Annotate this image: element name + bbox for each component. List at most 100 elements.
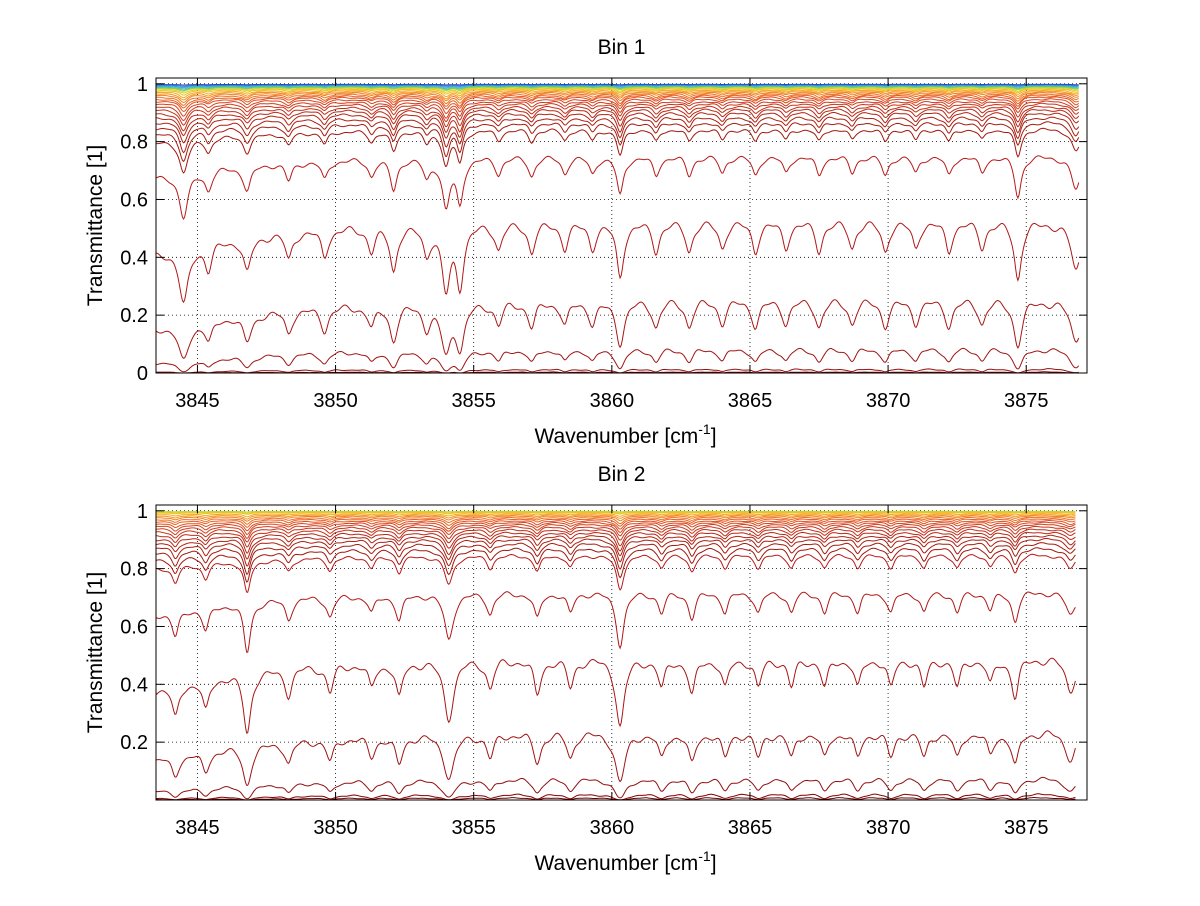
y-tick-label: 0.8 bbox=[120, 559, 148, 581]
series-line bbox=[155, 112, 1080, 144]
series-line bbox=[155, 553, 1076, 593]
y-tick-label: 0.2 bbox=[120, 305, 148, 327]
x-axis-label-text: Wavenumber [cm bbox=[534, 425, 698, 448]
series-line bbox=[156, 512, 1076, 515]
series-line bbox=[156, 85, 1079, 89]
series-line bbox=[156, 83, 1079, 86]
series-line bbox=[156, 84, 1079, 87]
series-line bbox=[155, 793, 1076, 801]
series-line bbox=[156, 89, 1079, 99]
series-line bbox=[155, 776, 1076, 800]
series-line bbox=[156, 521, 1076, 535]
x-tick-label: 3855 bbox=[451, 817, 496, 839]
y-tick-label: 0.6 bbox=[120, 616, 148, 638]
x-tick-labels: 3845 3850 3855 3860 3865 3870 3875 bbox=[175, 817, 1048, 839]
series-line bbox=[155, 516, 1076, 525]
y-tick-label: 0.8 bbox=[120, 132, 148, 154]
series-line bbox=[155, 116, 1080, 154]
series-line bbox=[156, 86, 1079, 92]
y-tick-label: 0.4 bbox=[120, 674, 148, 696]
series-line bbox=[156, 86, 1079, 91]
y-tick-labels: 0.2 0.4 0.6 0.8 1 bbox=[120, 501, 148, 754]
series-line bbox=[156, 518, 1076, 528]
x-tick-label: 3860 bbox=[590, 390, 635, 412]
y-tick-label: 1 bbox=[137, 501, 148, 523]
x-tick-label: 3845 bbox=[175, 390, 220, 412]
series-line bbox=[156, 513, 1076, 518]
series-line bbox=[156, 100, 1080, 122]
series-line bbox=[155, 94, 1079, 109]
x-tick-label: 3850 bbox=[313, 390, 358, 412]
y-tick-labels: 0 0.2 0.4 0.6 0.8 1 bbox=[120, 74, 148, 385]
transmittance-curves bbox=[155, 510, 1076, 801]
y-axis-label: Transmittance [1] bbox=[84, 145, 107, 306]
series-line bbox=[155, 591, 1076, 653]
x-tick-label: 3870 bbox=[866, 390, 911, 412]
series-line bbox=[155, 547, 1076, 583]
series-line bbox=[156, 87, 1079, 94]
series-line bbox=[156, 88, 1079, 96]
series-line bbox=[156, 510, 1076, 513]
y-tick-label: 0 bbox=[137, 363, 148, 385]
axes-frame bbox=[155, 77, 1088, 374]
axes-title: Bin 2 bbox=[598, 463, 646, 486]
x-axis-label-superscript: -1 bbox=[698, 421, 711, 437]
series-line bbox=[155, 528, 1076, 548]
x-tick-labels: 3845 3850 3855 3860 3865 3870 3875 bbox=[175, 390, 1048, 412]
series-line bbox=[155, 347, 1080, 373]
x-tick-label: 3845 bbox=[175, 817, 220, 839]
series-line bbox=[155, 368, 1079, 374]
series-line bbox=[156, 511, 1076, 514]
x-axis-label: Wavenumber [cm-1] bbox=[534, 848, 716, 875]
axes-bin-2: 3845 3850 3855 3860 3865 3870 3875 0.20.40.60.… bbox=[84, 463, 1088, 875]
series-line bbox=[156, 90, 1079, 101]
series-line bbox=[155, 96, 1080, 113]
y-tick-label: 0.6 bbox=[120, 189, 148, 211]
axes-frame bbox=[155, 504, 1088, 801]
axes-title: Bin 1 bbox=[598, 36, 646, 59]
series-line bbox=[155, 105, 1080, 132]
x-axis-label-text: Wavenumber [cm bbox=[534, 852, 698, 875]
axes-bin-1: 3845 3850 3855 3860 3865 3870 3875 00.20.40.60… bbox=[84, 36, 1088, 448]
series-line bbox=[155, 98, 1080, 117]
x-tick-label: 3865 bbox=[728, 390, 773, 412]
x-tick-label: 3850 bbox=[313, 817, 358, 839]
series-line bbox=[155, 127, 1080, 174]
series-line bbox=[155, 730, 1076, 786]
series-line bbox=[155, 657, 1076, 734]
y-tick-label: 0.2 bbox=[120, 732, 148, 754]
x-tick-label: 3865 bbox=[728, 817, 773, 839]
x-tick-label: 3855 bbox=[451, 390, 496, 412]
x-axis-label-superscript: -1 bbox=[698, 848, 711, 864]
series-line bbox=[156, 542, 1076, 575]
series-line bbox=[155, 520, 1076, 532]
series-line bbox=[155, 155, 1080, 221]
series-line bbox=[156, 514, 1076, 520]
series-line bbox=[155, 121, 1080, 163]
series-line bbox=[155, 525, 1076, 543]
series-line bbox=[155, 221, 1080, 304]
x-tick-label: 3875 bbox=[1004, 817, 1049, 839]
series-line bbox=[156, 515, 1076, 522]
series-line bbox=[155, 108, 1080, 137]
y-axis-label: Transmittance [1] bbox=[84, 572, 107, 733]
x-tick-label: 3870 bbox=[866, 817, 911, 839]
series-line bbox=[155, 93, 1079, 106]
x-axis-label: Wavenumber [cm-1] bbox=[534, 421, 716, 448]
x-tick-label: 3875 bbox=[1004, 390, 1049, 412]
y-tick-label: 1 bbox=[137, 74, 148, 96]
series-line bbox=[155, 531, 1076, 554]
y-tick-label: 0.4 bbox=[120, 247, 148, 269]
series-line bbox=[155, 523, 1076, 539]
series-line bbox=[155, 538, 1076, 567]
series-line bbox=[155, 91, 1079, 104]
x-axis-label-tail: ] bbox=[711, 425, 717, 448]
tick-marks bbox=[156, 78, 1087, 374]
x-tick-label: 3860 bbox=[590, 817, 635, 839]
series-line bbox=[156, 102, 1080, 126]
transmittance-curves bbox=[155, 83, 1080, 374]
series-line bbox=[155, 299, 1080, 359]
series-line bbox=[155, 534, 1076, 560]
